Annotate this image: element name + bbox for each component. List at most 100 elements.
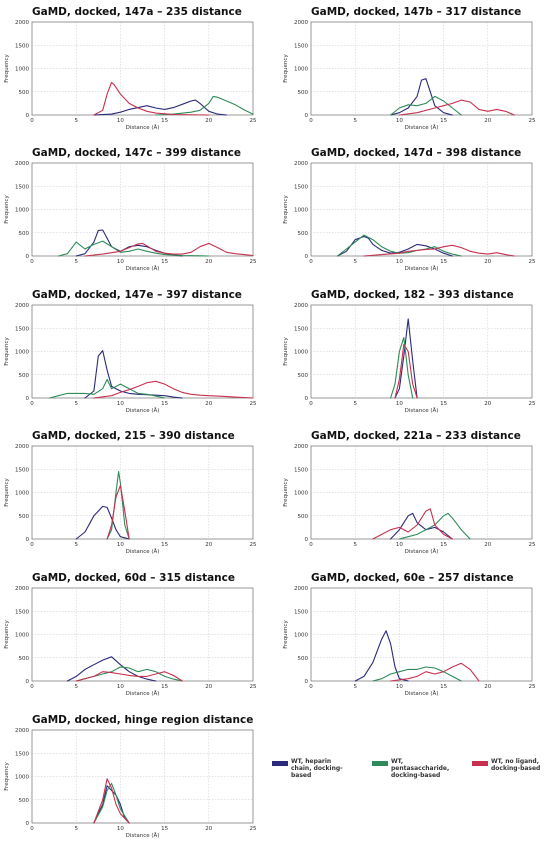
- y-tick-label: 1000: [294, 491, 308, 497]
- series-line-3: [394, 343, 418, 399]
- x-tick-label: 0: [309, 542, 313, 548]
- y-tick-label: 2000: [15, 586, 29, 592]
- y-tick-label: 0: [305, 679, 309, 685]
- chart-panel-8: GaMD, docked, 221a – 233 distance 0 5 10 15 2…: [283, 430, 536, 555]
- x-tick-label: 20: [205, 118, 212, 124]
- chart-panel-4: GaMD, docked, 147d – 398 distance 0 5 10 15 2…: [283, 147, 536, 272]
- y-tick-label: 2000: [294, 161, 308, 167]
- x-tick-label: 10: [396, 684, 403, 690]
- y-tick-label: 1500: [294, 184, 308, 190]
- series-line-3: [75, 671, 183, 682]
- legend: WT, heparin chain, docking-based WT, pen…: [272, 758, 550, 779]
- chart-title: GaMD, docked, 221a – 233 distance: [311, 430, 521, 442]
- chart-panel-6: GaMD, docked, 182 – 393 distance 0 5 10 15 20…: [283, 289, 536, 414]
- y-tick-label: 1500: [294, 609, 308, 615]
- x-tick-label: 10: [117, 684, 124, 690]
- x-tick-label: 20: [205, 401, 212, 407]
- y-tick-label: 0: [305, 537, 309, 543]
- y-axis-label: Frequency: [283, 195, 289, 224]
- series-line-1: [390, 78, 453, 116]
- y-tick-label: 2000: [294, 444, 308, 450]
- x-tick-label: 20: [484, 118, 491, 124]
- y-axis-label: Frequency: [4, 54, 10, 83]
- series-line-1: [66, 656, 157, 682]
- series-line-1: [75, 505, 130, 540]
- y-tick-label: 1000: [15, 350, 29, 356]
- x-tick-label: 25: [529, 118, 536, 124]
- x-tick-label: 15: [161, 826, 168, 832]
- x-tick-label: 15: [440, 401, 447, 407]
- x-axis-label: Distance (Å): [405, 690, 439, 697]
- y-tick-label: 1500: [294, 43, 308, 49]
- x-tick-label: 10: [396, 542, 403, 548]
- x-tick-label: 15: [161, 259, 168, 265]
- x-tick-label: 10: [396, 259, 403, 265]
- series-line-3: [93, 380, 254, 399]
- chart-title: GaMD, docked, 182 – 393 distance: [311, 289, 514, 301]
- chart-panel-1: GaMD, docked, 147a – 235 distance 0 5 10 15 2…: [4, 6, 257, 131]
- y-tick-label: 500: [298, 90, 309, 96]
- y-tick-label: 1500: [15, 751, 29, 757]
- y-tick-label: 2000: [294, 20, 308, 26]
- series-line-3: [93, 81, 210, 116]
- x-tick-label: 5: [353, 118, 357, 124]
- y-tick-label: 1500: [294, 467, 308, 473]
- x-tick-label: 5: [74, 259, 78, 265]
- x-tick-label: 10: [117, 259, 124, 265]
- x-tick-label: 0: [309, 684, 313, 690]
- chart-title: GaMD, docked, hinge region distance: [32, 714, 253, 726]
- y-tick-label: 1000: [15, 491, 29, 497]
- legend-label-heparin-chain: WT, heparin chain, docking-based: [291, 758, 343, 779]
- chart-panel-11: GaMD, docked, hinge region distance 0 5 10 1…: [4, 714, 257, 839]
- y-tick-label: 0: [305, 396, 309, 402]
- x-tick-label: 5: [74, 401, 78, 407]
- x-tick-label: 25: [250, 401, 257, 407]
- x-tick-label: 5: [74, 118, 78, 124]
- y-tick-label: 500: [298, 656, 309, 662]
- series-line-2: [155, 95, 254, 116]
- x-tick-label: 0: [309, 118, 313, 124]
- legend-swatch-no-ligand: [472, 761, 488, 766]
- x-tick-label: 25: [250, 684, 257, 690]
- x-tick-label: 0: [30, 684, 34, 690]
- x-tick-label: 0: [309, 401, 313, 407]
- y-axis-label: Frequency: [283, 54, 289, 83]
- x-tick-label: 15: [440, 684, 447, 690]
- y-tick-label: 0: [26, 821, 30, 827]
- y-axis-label: Frequency: [4, 762, 10, 791]
- chart-title: GaMD, docked, 147b – 317 distance: [311, 6, 521, 18]
- chart-title: GaMD, docked, 147a – 235 distance: [32, 6, 242, 18]
- y-axis-label: Frequency: [4, 337, 10, 366]
- x-tick-label: 20: [484, 684, 491, 690]
- x-tick-label: 25: [529, 684, 536, 690]
- x-tick-label: 5: [353, 684, 357, 690]
- legend-item-pentasaccharide: WT, pentasaccharide, docking-based: [372, 758, 461, 779]
- x-tick-label: 20: [484, 542, 491, 548]
- y-tick-label: 1000: [15, 208, 29, 214]
- y-tick-label: 500: [19, 798, 30, 804]
- x-tick-label: 15: [161, 684, 168, 690]
- x-axis-label: Distance (Å): [405, 407, 439, 414]
- x-tick-label: 15: [161, 401, 168, 407]
- chart-panel-10: GaMD, docked, 60e – 257 distance 0 5 10 15 20…: [283, 572, 536, 697]
- x-tick-label: 20: [484, 259, 491, 265]
- series-line-1: [394, 318, 418, 399]
- legend-item-no-ligand: WT, no ligand, docking-based: [472, 758, 549, 772]
- y-tick-label: 0: [26, 113, 30, 119]
- x-tick-label: 10: [396, 118, 403, 124]
- y-tick-label: 0: [26, 679, 30, 685]
- series-line-3: [398, 99, 515, 116]
- y-tick-label: 0: [26, 537, 30, 543]
- series-line-2: [49, 378, 166, 399]
- legend-item-heparin-chain: WT, heparin chain, docking-based: [272, 758, 353, 779]
- x-tick-label: 5: [74, 542, 78, 548]
- x-tick-label: 25: [250, 542, 257, 548]
- y-tick-label: 2000: [15, 728, 29, 734]
- chart-title: GaMD, docked, 60e – 257 distance: [311, 572, 514, 584]
- legend-label-no-ligand: WT, no ligand, docking-based: [491, 758, 541, 772]
- series-line-3: [372, 508, 453, 540]
- series-line-2: [390, 95, 462, 116]
- x-axis-label: Distance (Å): [405, 124, 439, 131]
- series-line-2: [57, 240, 210, 257]
- y-tick-label: 1000: [294, 350, 308, 356]
